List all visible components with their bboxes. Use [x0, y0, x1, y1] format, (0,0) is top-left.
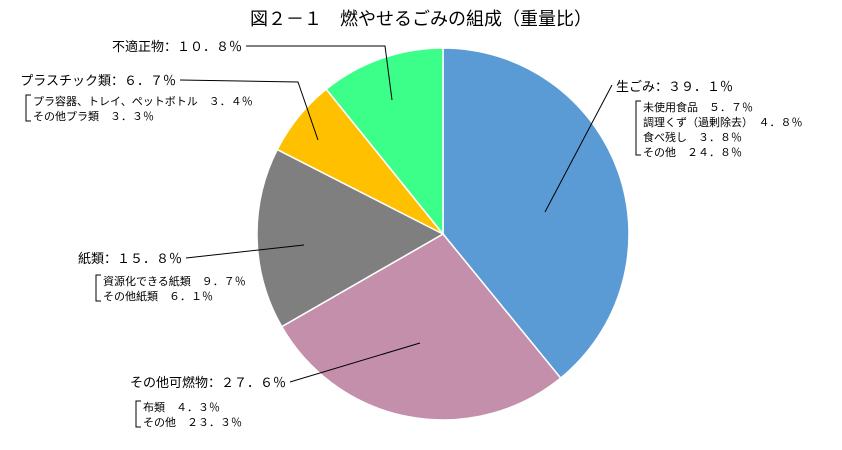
breakdown-bracket	[25, 94, 31, 122]
breakdown-item: その他 ２４．８％	[643, 146, 742, 159]
breakdown-bracket	[135, 400, 141, 428]
slice-inappropriate	[325, 47, 444, 237]
slice-label: その他可燃物：２７．６％	[130, 375, 286, 391]
leader-line	[544, 84, 613, 213]
pie-labels: 生ごみ：３９．１％ 未使用食品 ５．７％調理くず（過剰除去） ４．８％食べ残し ３…	[20, 39, 802, 429]
breakdown-item: 資源化できる紙類 ９．７％	[103, 274, 246, 288]
breakdown-item: プラ容器、トレイ、ペットボトル ３．４％	[33, 94, 253, 108]
slice-food-waste	[442, 47, 630, 380]
breakdown-bracket	[95, 274, 101, 302]
breakdown-item: その他 ２３．３％	[143, 416, 242, 429]
chart-title: 図２－１ 燃やせるごみの組成（重量比）	[250, 9, 592, 30]
slice-label: 不適正物：１０．８％	[112, 39, 242, 55]
slice-label: 紙類：１５．８％	[78, 252, 182, 267]
slice-other-combustibles	[280, 233, 562, 421]
slice-label: プラスチック類：６．７％	[20, 74, 176, 89]
breakdown-item: 布類 ４．３％	[143, 401, 220, 414]
breakdown-item: 未使用食品 ５．７％	[643, 100, 753, 114]
leader-line	[185, 244, 305, 259]
slice-paper	[256, 148, 445, 328]
leader-line	[289, 342, 421, 383]
breakdown-item: 調理くず（過剰除去） ４．８％	[643, 115, 803, 129]
breakdown-bracket	[635, 100, 641, 156]
slice-label: 生ごみ：３９．１％	[616, 79, 733, 95]
leader-line	[246, 45, 393, 101]
pie-slices	[256, 47, 630, 421]
breakdown-item: その他プラ類 ３．３％	[33, 110, 154, 123]
leader-line	[179, 79, 319, 141]
breakdown-item: 食べ残し ３．８％	[643, 130, 742, 144]
breakdown-item: その他紙類 ６．１％	[103, 289, 213, 303]
